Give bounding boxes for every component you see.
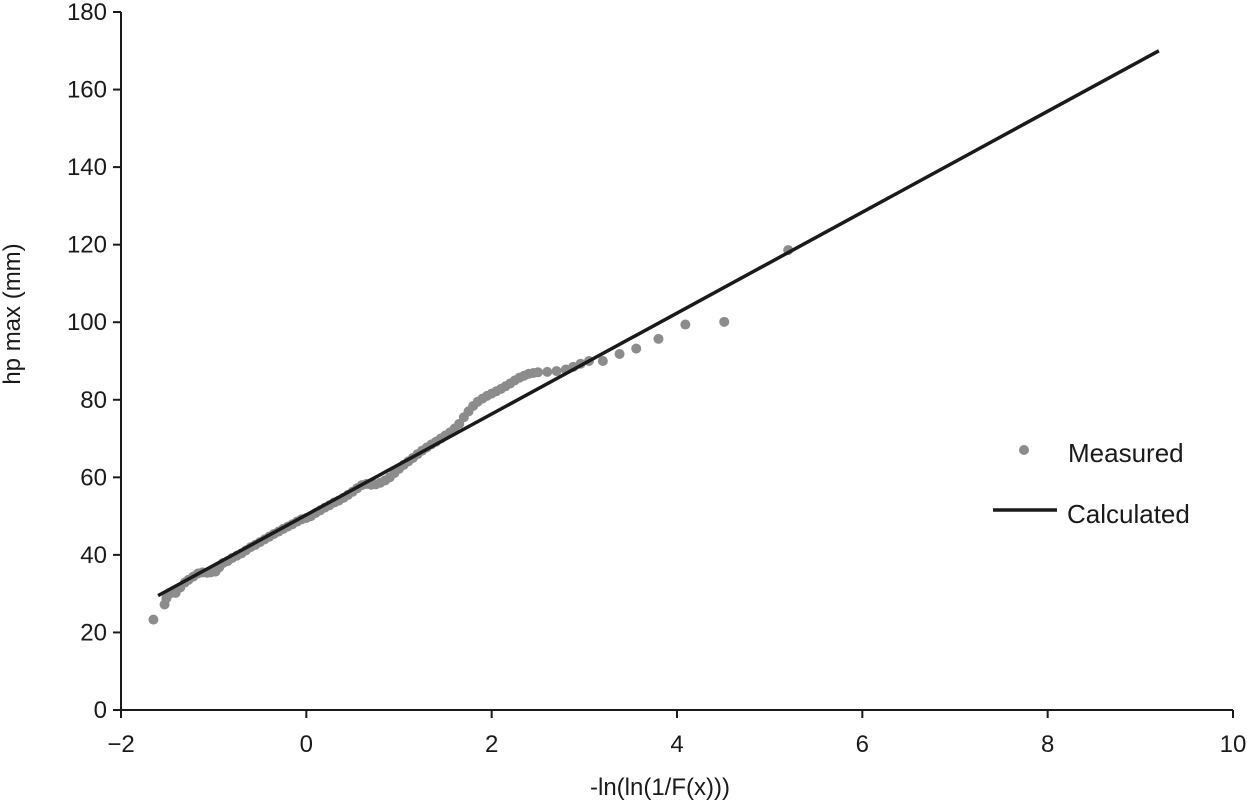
measured-point <box>597 356 608 366</box>
measured-point <box>631 343 642 354</box>
y-tick-label: 120 <box>67 232 107 259</box>
y-ticks: 0 20 40 60 80 100 120 140 160 180 <box>67 0 121 724</box>
x-tick-label: 6 <box>856 731 869 758</box>
measured-point <box>148 614 159 625</box>
x-tick-label: 2 <box>485 731 498 758</box>
y-tick-label: 160 <box>67 77 107 104</box>
x-tick-label: 10 <box>1220 731 1247 758</box>
fit-line-layer <box>157 49 1160 598</box>
x-axis-title: -ln(ln(1/F(x))) <box>590 774 730 801</box>
measured-point <box>533 367 543 378</box>
legend-measured-marker <box>1019 445 1029 455</box>
x-ticks: −2 0 2 4 6 8 10 <box>107 710 1246 758</box>
y-tick-label: 140 <box>67 154 107 181</box>
y-tick-label: 180 <box>67 0 107 26</box>
x-tick-label: 8 <box>1041 731 1054 758</box>
y-tick-label: 60 <box>80 464 107 491</box>
y-tick-label: 80 <box>80 387 107 414</box>
y-tick-label: 20 <box>80 619 107 646</box>
legend-calculated-label: Calculated <box>1067 499 1190 529</box>
measured-point <box>719 316 730 327</box>
x-tick-label: −2 <box>107 731 134 758</box>
measured-point <box>614 349 625 360</box>
measured-point <box>680 319 691 330</box>
y-axis-title: hp max (mm) <box>0 243 26 384</box>
x-tick-label: 0 <box>300 731 313 758</box>
y-tick-label: 100 <box>67 309 107 336</box>
legend-measured-label: Measured <box>1068 438 1184 468</box>
measured-point <box>542 366 553 377</box>
legend: Measured Calculated <box>993 438 1190 529</box>
measured-point <box>653 333 664 344</box>
calculated-line <box>157 49 1160 598</box>
measured-point <box>551 366 562 377</box>
y-tick-label: 40 <box>80 542 107 569</box>
y-tick-label: 0 <box>94 697 107 724</box>
x-tick-label: 4 <box>670 731 683 758</box>
